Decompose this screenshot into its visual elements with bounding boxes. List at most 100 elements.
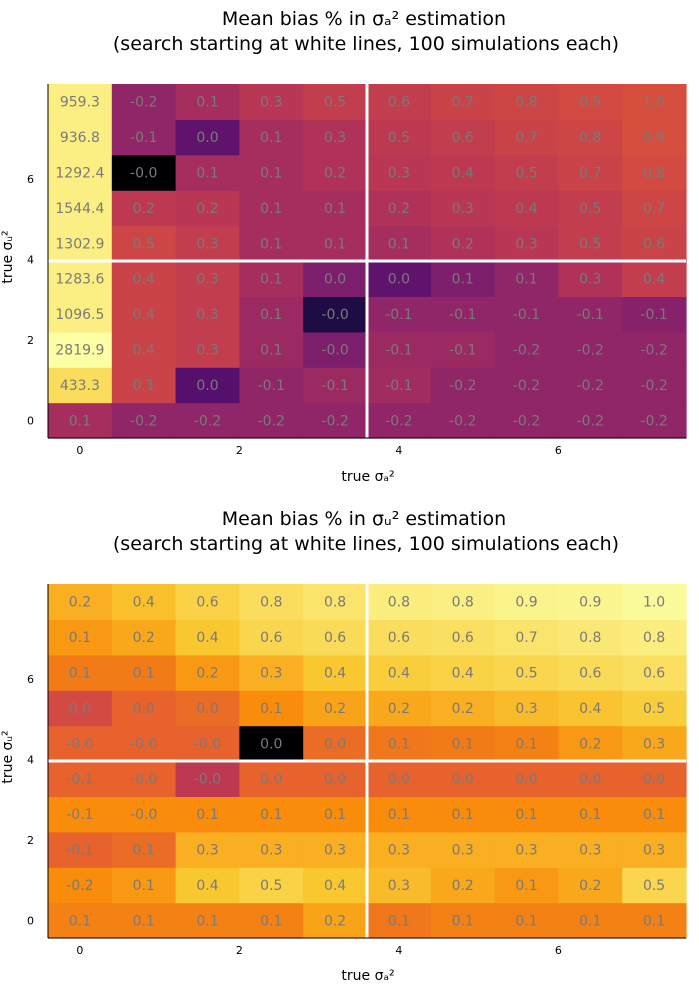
cell-value-label: 0.4 (643, 272, 665, 288)
cell-value-label: -0.0 (321, 343, 348, 359)
cell-value-label: 0.6 (452, 130, 474, 146)
y-tick-label: 2 (27, 834, 34, 847)
cell-value-label: 0.0 (515, 772, 537, 788)
cell-value-label: 0.0 (260, 772, 282, 788)
heatmap-cell (430, 725, 496, 762)
cell-value-label: 1544.4 (55, 201, 104, 217)
cell-value-label: 0.1 (452, 913, 474, 929)
heatmap-cell (622, 331, 687, 368)
heatmap-cell (558, 190, 623, 227)
cell-value-label: -0.1 (258, 378, 285, 394)
cell-value-label: 0.8 (324, 595, 346, 611)
cell-value-label: 0.1 (324, 807, 346, 823)
heatmap-cell (303, 619, 368, 656)
cell-value-label: 0.1 (133, 843, 155, 859)
cell-value-label: 0.0 (69, 701, 91, 717)
cell-value-label: -0.2 (640, 413, 667, 429)
x-axis-label: true σₐ² (341, 968, 394, 984)
heatmap-cell (430, 119, 496, 156)
heatmap-cell (303, 761, 368, 797)
cell-value-label: 0.2 (324, 701, 346, 717)
cell-value-label: 0.4 (196, 878, 218, 894)
cell-value-label: 0.8 (515, 95, 537, 111)
cell-value-label: 0.0 (196, 701, 218, 717)
x-tick-label: 4 (395, 444, 402, 457)
cell-value-label: -0.1 (640, 307, 667, 323)
heatmap-cell (367, 654, 432, 691)
cell-value-label: 0.1 (196, 166, 218, 182)
cell-value-label: 0.3 (324, 843, 346, 859)
heatmap-cell (303, 902, 368, 939)
heatmap-cells (48, 584, 687, 939)
heatmap-cell (175, 225, 240, 262)
cell-value-label: -0.2 (130, 413, 157, 429)
cell-value-label: -0.1 (66, 772, 93, 788)
heatmap-cell (558, 867, 623, 904)
heatmap-cell (430, 84, 496, 120)
heatmap-cell (239, 584, 304, 620)
heatmap-cell (111, 584, 177, 620)
cell-value-label: 0.8 (643, 630, 665, 646)
cell-value-label: 0.3 (579, 272, 601, 288)
cell-value-label: 0.7 (452, 95, 474, 111)
cell-value-label: 0.4 (133, 272, 155, 288)
heatmap-cell (48, 902, 113, 939)
cell-value-label: -0.2 (640, 343, 667, 359)
heatmap-cell (430, 402, 496, 439)
chart-title-line-2: (search starting at white lines, 100 sim… (113, 533, 619, 555)
cell-value-label: 0.0 (324, 772, 346, 788)
cell-value-label: 0.5 (579, 201, 601, 217)
cell-value-label: 0.8 (579, 130, 601, 146)
heatmap-cell (622, 867, 687, 904)
cell-value-label: -0.1 (385, 378, 412, 394)
heatmap-cell (48, 619, 113, 656)
cell-value-label: -0.2 (577, 413, 604, 429)
heatmap-cell (622, 725, 687, 762)
heatmap-cell (367, 761, 432, 797)
cell-value-label: 0.3 (388, 166, 410, 182)
cell-value-label: 0.1 (260, 807, 282, 823)
heatmap-cell (430, 619, 496, 656)
x-axis-label: true σₐ² (341, 469, 394, 485)
cell-value-label: -0.1 (449, 307, 476, 323)
cell-value-label: 0.1 (260, 701, 282, 717)
heatmap-cell (430, 761, 496, 797)
cell-value-label: 0.1 (452, 272, 474, 288)
heatmap-cell (48, 402, 113, 439)
heatmap-cell (622, 402, 687, 439)
cell-value-label: 0.4 (579, 701, 601, 717)
cell-value-label: 959.3 (60, 95, 100, 111)
heatmap-cell (48, 154, 113, 191)
x-tick-label: 6 (555, 444, 562, 457)
cell-value-label: 0.0 (643, 772, 665, 788)
heatmap-cell (494, 367, 559, 404)
heatmap-cell (239, 902, 304, 939)
axes: 0 2 4 6 0 2 4 6 (27, 584, 686, 957)
cell-value-label: 0.4 (324, 666, 346, 682)
heatmap-cell (367, 584, 432, 620)
cell-value-label: 0.2 (452, 878, 474, 894)
heatmap-cell (558, 902, 623, 939)
heatmap-cell (558, 84, 623, 120)
heatmap-cell (494, 296, 559, 333)
heatmap-cell (367, 261, 432, 297)
chart-title-line-1: Mean bias % in σₐ² estimation (222, 8, 506, 30)
cell-value-label: 1292.4 (55, 166, 104, 182)
heatmap-cell (367, 296, 432, 333)
cell-value-label: 0.3 (260, 666, 282, 682)
heatmap-cell (303, 654, 368, 691)
cell-value-label: 0.8 (643, 166, 665, 182)
heatmap-cell (48, 296, 113, 333)
heatmap-cell (622, 761, 687, 797)
heatmap-cell (367, 331, 432, 368)
heatmap-cell (111, 296, 177, 333)
heatmap-cell (558, 690, 623, 727)
cell-value-label: 0.6 (260, 630, 282, 646)
heatmap-cell (430, 831, 496, 868)
y-tick-label: 0 (27, 414, 34, 427)
cell-value-label: 0.3 (515, 701, 537, 717)
heatmap-cell (430, 796, 496, 833)
heatmap-cell (175, 867, 240, 904)
heatmap-cell (558, 261, 623, 297)
